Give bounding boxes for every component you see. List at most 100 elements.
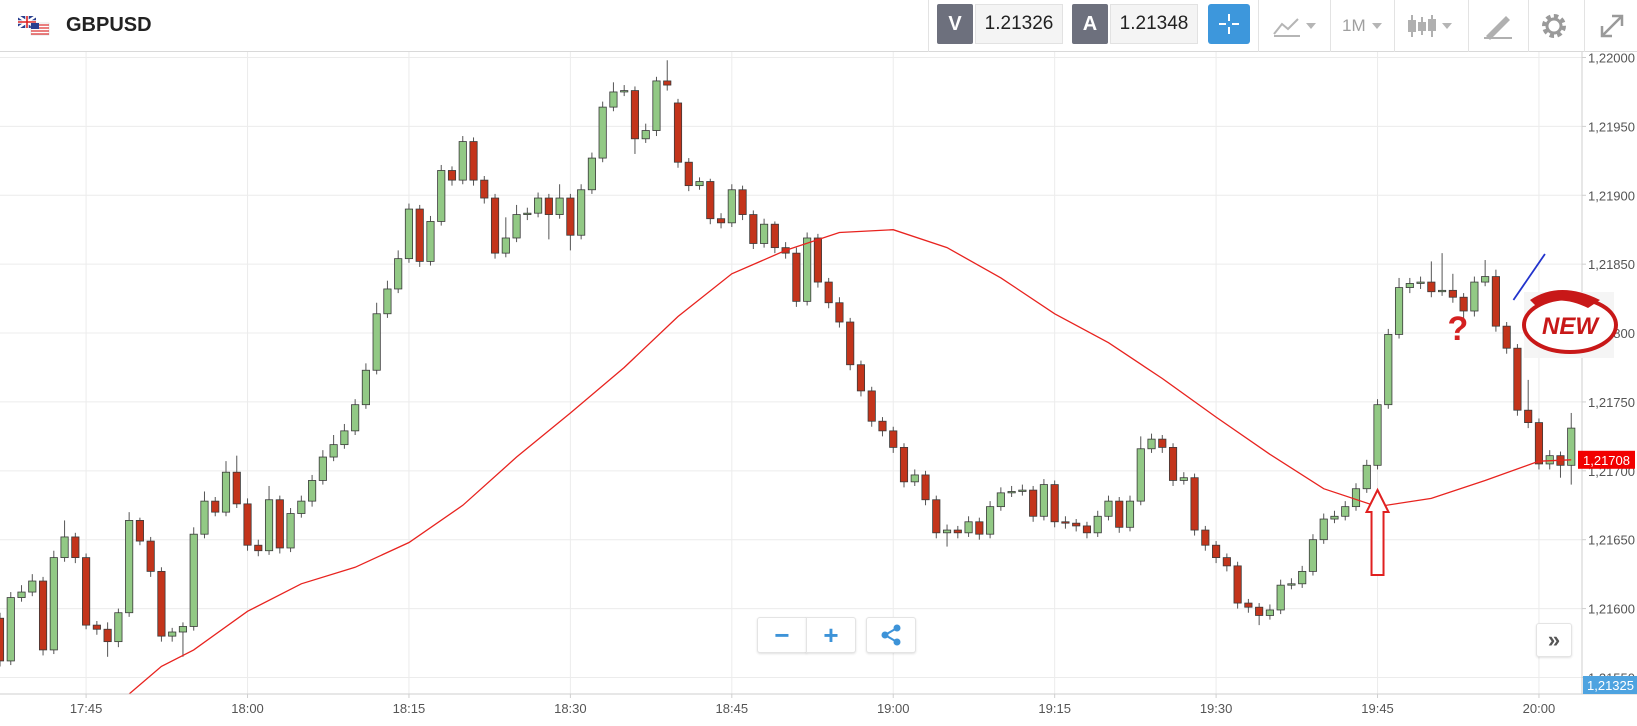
candle-body xyxy=(232,471,241,505)
candle-body xyxy=(673,102,683,163)
x-tick-label: 19:15 xyxy=(1038,701,1071,716)
bid-marker-label: 1,21325 xyxy=(1587,678,1634,693)
candle-body xyxy=(727,189,736,224)
y-tick-label: 1,22000 xyxy=(1588,51,1635,66)
y-tick-label: 1,21600 xyxy=(1588,602,1635,617)
candle-body xyxy=(1147,438,1156,450)
candle-body xyxy=(986,506,995,535)
candle-body xyxy=(1534,422,1544,465)
x-tick-label: 19:00 xyxy=(877,701,910,716)
candle-body xyxy=(135,520,144,542)
candle-body xyxy=(1158,438,1167,448)
candle-body xyxy=(221,471,231,513)
candle-body xyxy=(1298,570,1307,585)
candle-body xyxy=(1470,281,1479,312)
candle-body xyxy=(867,390,876,422)
crosshair-icon xyxy=(1219,14,1239,34)
candle-body xyxy=(889,430,898,448)
chart-type-button[interactable] xyxy=(1272,14,1320,38)
candle-body xyxy=(264,499,274,552)
candle-body xyxy=(1394,287,1404,335)
share-button[interactable] xyxy=(866,617,916,653)
candle-body xyxy=(587,157,596,191)
candle-body xyxy=(1524,409,1533,423)
candle-body xyxy=(480,179,489,199)
candle-body xyxy=(684,161,693,187)
ask-price: 1.21348 xyxy=(1110,4,1198,44)
candle-body xyxy=(1491,276,1500,327)
candle-body xyxy=(1330,515,1339,520)
separator xyxy=(1468,0,1469,52)
candle-body xyxy=(534,197,543,214)
candle-body xyxy=(1222,557,1231,567)
candle-body xyxy=(1029,489,1038,517)
candle-body xyxy=(426,221,435,262)
settings-button[interactable] xyxy=(1540,12,1568,40)
x-tick-label: 18:00 xyxy=(231,701,264,716)
bid-price: 1.21326 xyxy=(975,4,1063,44)
candle-body xyxy=(975,521,984,535)
scroll-right-button[interactable]: » xyxy=(1536,623,1572,657)
separator xyxy=(1528,0,1529,52)
candle-body xyxy=(1405,283,1414,288)
moving-average-line xyxy=(128,229,1572,694)
candle-body xyxy=(1190,477,1199,531)
candle-body xyxy=(383,288,392,315)
crosshair-button[interactable] xyxy=(1208,4,1250,44)
candle-body xyxy=(1136,448,1145,502)
fullscreen-button[interactable] xyxy=(1598,12,1626,40)
arrow-annotation xyxy=(1364,487,1391,576)
candle-body xyxy=(932,499,941,534)
draw-button[interactable] xyxy=(1482,12,1514,40)
candle-body xyxy=(641,130,650,140)
candle-body xyxy=(1438,289,1447,293)
candle-body xyxy=(996,492,1005,508)
candle-body xyxy=(1416,281,1425,284)
candle-body xyxy=(1233,565,1242,604)
candle-body xyxy=(630,90,640,140)
candle-body xyxy=(308,480,317,502)
zoom-out-button[interactable]: − xyxy=(757,617,807,653)
candle-body xyxy=(168,631,177,637)
candle-body xyxy=(652,80,661,131)
candle-body xyxy=(1255,606,1264,616)
trend-line xyxy=(1512,253,1546,301)
candle-body xyxy=(17,591,26,598)
candle-body xyxy=(620,90,629,93)
candle-body xyxy=(523,212,532,215)
x-tick-label: 18:45 xyxy=(716,701,749,716)
candle-body xyxy=(329,444,338,458)
candle-body xyxy=(501,237,510,254)
candle-body xyxy=(1545,455,1554,465)
y-tick-label: 1,21850 xyxy=(1588,257,1635,272)
candle-body xyxy=(351,404,360,432)
candle-body xyxy=(275,499,284,549)
candle-body xyxy=(1265,609,1274,616)
candle-body xyxy=(1018,489,1027,492)
badge-label: NEW xyxy=(1542,313,1600,340)
ask-label: A xyxy=(1072,4,1108,44)
candle-body xyxy=(770,223,779,249)
candle-body xyxy=(1384,334,1393,406)
bid-marker-box xyxy=(1583,676,1637,694)
candle-body xyxy=(878,420,887,432)
axes: 1,215501,216001,216501,217001,217501,218… xyxy=(70,51,1637,716)
separator xyxy=(928,0,929,52)
candle-body xyxy=(1567,427,1576,466)
zoom-in-button[interactable]: + xyxy=(806,617,856,653)
candle-body xyxy=(71,536,80,559)
candle-body xyxy=(921,474,930,501)
candle-body xyxy=(1212,544,1221,559)
share-icon xyxy=(881,624,901,646)
timeframe[interactable]: 1M xyxy=(1342,16,1366,35)
candle-body xyxy=(1427,281,1436,293)
candle-body xyxy=(1459,296,1468,312)
candle-body xyxy=(178,626,188,633)
candle-body xyxy=(749,214,758,244)
candle-body xyxy=(82,557,91,626)
candles-button[interactable] xyxy=(1406,12,1456,40)
candle-body xyxy=(437,170,446,222)
candle-body xyxy=(1050,484,1059,523)
